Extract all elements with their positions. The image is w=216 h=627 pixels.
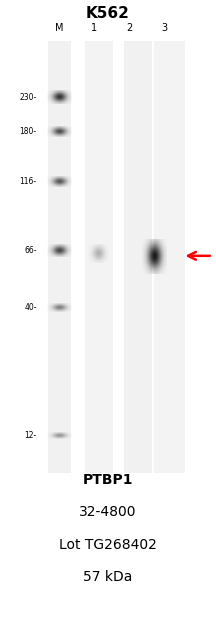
Text: 40-: 40- [24, 303, 37, 312]
Text: 230-: 230- [19, 93, 37, 102]
Text: Lot TG268402: Lot TG268402 [59, 538, 157, 552]
Text: 32-4800: 32-4800 [79, 505, 137, 519]
Text: 180-: 180- [20, 127, 37, 136]
Text: 2: 2 [127, 23, 133, 33]
Bar [124, 41, 152, 473]
Text: 116-: 116- [20, 177, 37, 186]
Text: 57 kDa: 57 kDa [83, 571, 133, 584]
Bar [48, 41, 71, 473]
Text: PTBP1: PTBP1 [83, 473, 133, 487]
Bar [85, 41, 113, 473]
Text: 66-: 66- [24, 246, 37, 255]
Text: 12-: 12- [24, 431, 37, 440]
Text: K562: K562 [86, 6, 130, 21]
Text: 1: 1 [91, 23, 97, 33]
Text: 3: 3 [161, 23, 167, 33]
Bar [154, 41, 185, 473]
Text: M: M [55, 23, 64, 33]
